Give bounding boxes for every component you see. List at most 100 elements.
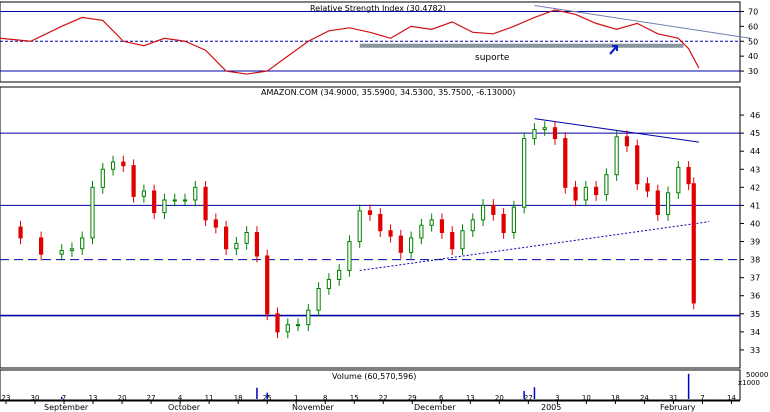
candle-body (275, 313, 280, 333)
x-day-label: 7 (700, 394, 704, 402)
candle-body (511, 206, 516, 233)
candle-body (552, 127, 558, 140)
x-day-label: 15 (350, 394, 359, 402)
candle-body (337, 269, 342, 280)
price-y-tick-label: 44 (750, 147, 760, 156)
price-y-tick-label: 34 (750, 328, 760, 337)
candle-body (326, 278, 331, 290)
volume-y-tick-label: 50000 (746, 371, 768, 379)
x-day-label: 30 (31, 394, 40, 402)
candle-body (409, 237, 414, 253)
volume-panel: Volume (60,570,596) (0, 369, 741, 401)
price-y-tick-label: 37 (750, 274, 760, 283)
candle-body (182, 199, 188, 202)
support-arrow-head (612, 45, 618, 51)
rsi-series-line (0, 9, 700, 75)
x-day-label: 3 (555, 394, 559, 402)
candle-body (295, 324, 301, 327)
x-day-label: 14 (727, 394, 736, 402)
x-day-label: 27 (147, 394, 156, 402)
candle-body (388, 230, 393, 237)
x-day-label: 25 (263, 394, 272, 402)
x-day-label: 18 (234, 394, 243, 402)
price-y-tick-label: 33 (750, 346, 760, 355)
rsi-panel: Relative Strength Index (30.4782) (0, 1, 741, 83)
rsi-y-tick-label: 50 (748, 37, 758, 46)
candle-body (347, 241, 352, 271)
candle-body (244, 232, 249, 244)
x-day-label: 6 (439, 394, 444, 402)
x-month-label: February (660, 403, 696, 412)
price-panel: AMAZON.COM (34.9000, 35.5900, 34.5300, 3… (0, 86, 741, 369)
candle-body (624, 136, 630, 147)
price-y-tick-label: 41 (750, 201, 760, 210)
x-day-label: 20 (118, 394, 127, 402)
price-panel-title: AMAZON.COM (34.9000, 35.5900, 34.5300, 3… (261, 88, 515, 97)
candle-body (100, 168, 105, 188)
candle-body (522, 138, 527, 208)
chart-marks (0, 4, 751, 404)
candle-body (316, 288, 321, 311)
candle-body (254, 232, 260, 257)
candle-body (110, 161, 116, 170)
price-y-tick-label: 46 (750, 111, 760, 120)
candle-body (645, 183, 650, 192)
x-day-label: 13 (466, 394, 475, 402)
candle-body (635, 145, 640, 185)
price-y-tick-label: 36 (750, 292, 760, 301)
candle-body (131, 165, 136, 197)
price-y-tick-label: 45 (750, 129, 760, 138)
x-day-label: 7 (62, 394, 66, 402)
x-day-label: 20 (495, 394, 504, 402)
candle-body (691, 183, 696, 304)
rsi-downtrend-line (534, 4, 751, 39)
candle-body (491, 204, 496, 215)
candle-body (429, 219, 434, 226)
rsi-y-tick-label: 70 (748, 7, 758, 16)
candle-body (162, 199, 167, 214)
price-panel-frame (0, 86, 741, 369)
candle-body (203, 186, 208, 221)
support-arrow (609, 45, 618, 55)
x-day-label: 24 (640, 394, 649, 402)
candle-body (193, 186, 198, 201)
candle-body (665, 192, 671, 215)
volume-y-tick-label: x1000 (738, 379, 760, 387)
candle-body (686, 166, 691, 185)
x-day-label: 23 (2, 394, 11, 402)
candle-body (90, 186, 95, 239)
volume-panel-title: Volume (60,570,596) (332, 372, 416, 381)
x-day-label: 22 (379, 394, 388, 402)
candle-body (398, 235, 403, 253)
rsi-y-tick-label: 40 (748, 52, 758, 61)
candle-body (655, 190, 660, 215)
x-day-label: 4 (178, 394, 183, 402)
rsi-panel-frame (0, 1, 741, 83)
candle-body (39, 237, 44, 255)
candle-body (573, 186, 578, 201)
price-y-tick-label: 35 (750, 310, 760, 319)
candle-body (59, 250, 64, 255)
x-day-label: 18 (611, 394, 620, 402)
rsi-panel-title: Relative Strength Index (30.4782) (310, 4, 446, 13)
candle-body (542, 127, 547, 131)
chart-labels: 3040506070suporte33343536373839404142434… (2, 7, 769, 412)
x-day-label: 31 (669, 394, 678, 402)
candle-body (604, 174, 609, 196)
volume-panel-frame (0, 369, 741, 401)
x-day-label: 11 (205, 394, 214, 402)
candle-body (18, 226, 23, 239)
price-y-tick-label: 40 (750, 219, 760, 228)
candle-body (265, 255, 270, 315)
price-y-tick-label: 39 (750, 238, 760, 247)
candle-body (69, 248, 75, 252)
candle-body (285, 324, 290, 333)
candle-body (234, 242, 239, 250)
x-day-label: 10 (582, 394, 591, 402)
candle-body (460, 230, 465, 250)
x-month-label: October (168, 403, 201, 412)
x-month-label: December (414, 403, 456, 412)
x-day-label: 8 (323, 394, 327, 402)
candle-body (594, 186, 599, 196)
